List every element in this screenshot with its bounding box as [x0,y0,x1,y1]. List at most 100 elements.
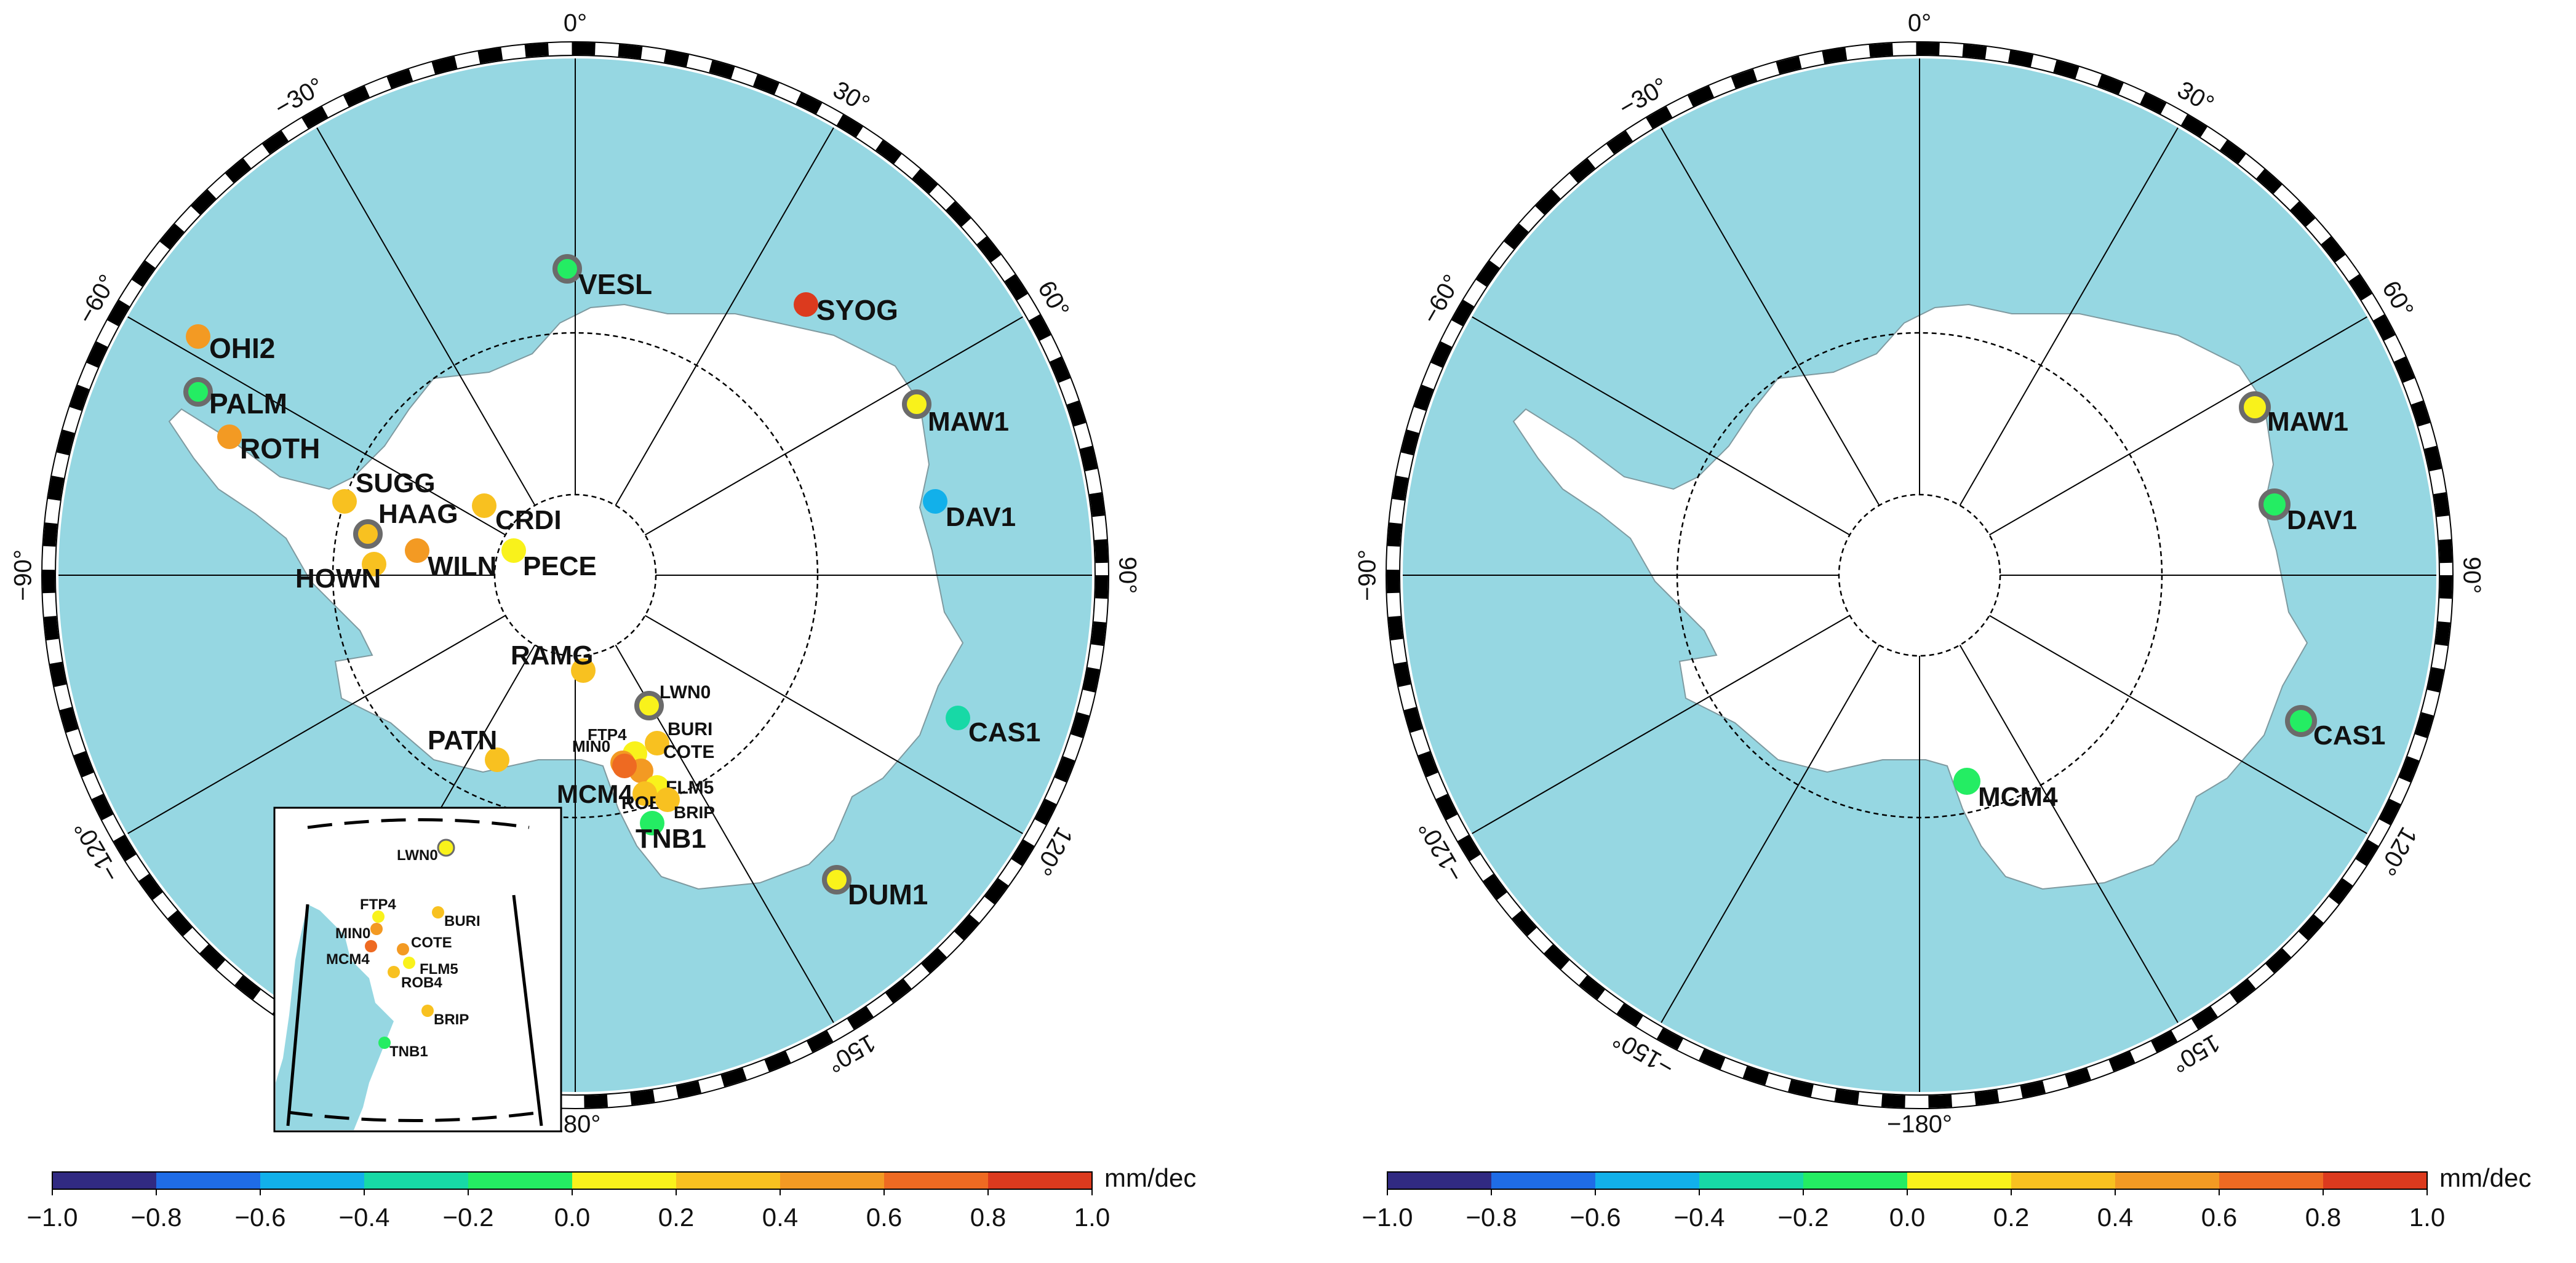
longitude-label: −180° [1887,1111,1952,1138]
colorbar-segment [884,1172,988,1189]
longitude-label: 120° [2373,823,2422,880]
inset-station-flm5: FLM5 [403,957,458,978]
meridian-line [1959,644,2179,1023]
inset-station-cote: COTE [397,934,452,955]
meridian-line [1661,127,1880,506]
station-dav1: DAV1 [923,489,1016,532]
station-label: MIN0 [572,737,610,755]
inset-station-marker [421,1005,434,1017]
station-buri: BURI [645,719,712,755]
inset-sector-left-edge [286,904,309,1126]
inset-ocean [276,904,560,1130]
inset-station-marker [372,910,385,923]
station-marker [552,254,582,284]
meridian-line [1661,644,1880,1023]
inset-station-label: FLM5 [420,961,458,978]
inset-station-ftp4: FTP4 [360,896,396,923]
left-colorbar: −1.0 −0.8 −0.6 −0.4 −0.2 0.0 0.2 0.4 0.6 0.8 1.0 mm… [27,1163,1197,1232]
colorbar-segment [988,1172,1092,1189]
colorbar-tick-label: −0.4 [1674,1203,1725,1232]
station-label: VESL [578,268,652,300]
colorbar-segment [1907,1172,2011,1189]
right-colorbar: −1.0 −0.8 −0.6 −0.4 −0.2 0.0 0.2 0.4 0.6 0.8 1.0 mm… [1362,1163,2532,1232]
station-ohi2: OHI2 [186,324,275,364]
inset-station-marker [388,966,400,978]
longitude-label: −90° [10,549,37,601]
inset-sector-top-arc [307,818,530,829]
inset-station-lwn0: LWN0 [397,839,455,864]
station-label: WILN [428,551,496,581]
station-label: OHI2 [209,332,275,364]
colorbar-segment [52,1172,156,1189]
inset-station-label: MIN0 [335,925,370,942]
station-label: MAW1 [928,407,1009,437]
station-label: DUM1 [848,879,928,910]
colorbar-segment [2011,1172,2115,1189]
right-graticule [1403,58,2436,1092]
station-marker [612,754,637,778]
colorbar-tick-label: −0.6 [1570,1203,1621,1232]
inset-station-label: TNB1 [389,1043,428,1060]
station-hown: HOWN [295,552,386,594]
station-palm: PALM [183,377,287,420]
colorbar-segment [468,1172,572,1189]
station-label: DAV1 [946,502,1016,532]
station-marker [183,377,213,407]
station-marker [640,811,664,835]
station-cas1: CAS1 [946,706,1040,747]
inset-station-marker [365,940,377,952]
colorbar-segment [364,1172,468,1189]
longitude-label: 150° [823,1029,880,1077]
inset-station-label: ROB4 [401,974,442,991]
longitude-label: 0° [564,10,587,37]
station-sugg: SUGG [332,468,436,514]
station-marker [362,552,386,576]
meridian-line [644,615,1023,834]
colorbar-segment [1491,1172,1595,1189]
colorbar-tick-label: 0.6 [2201,1203,2237,1232]
station-label: SYOG [816,294,898,326]
station-ftp4: FTP4 [588,725,647,766]
station-maw1: MAW1 [902,389,1009,437]
longitude-label: −90° [1354,549,1381,601]
longitude-label: 30° [829,76,874,118]
inset-sector-right-edge [512,894,543,1126]
inset-station-label: BRIP [434,1011,469,1028]
station-marker [632,781,657,806]
station-marker [501,538,526,563]
colorbar-tick-label: 0.8 [970,1203,1006,1232]
station-marker [822,865,851,894]
station-ramg: RAMG [511,640,596,683]
station-marker [794,292,818,317]
station-label: DAV1 [2287,505,2357,535]
left-polar-map: 0°30°60°90°120°150°180°−30°−60°−90°−120°… [10,10,1141,1138]
meridian-line [127,615,506,834]
inset-station-label: MCM4 [326,951,370,968]
colorbar-tick-label: 0.4 [2097,1203,2133,1232]
station-dav1: DAV1 [2259,488,2357,535]
station-label: RAMG [511,640,593,671]
right-stations: MAW1 DAV1 CAS1 MCM4 [1953,391,2385,812]
inset-station-marker [403,957,415,969]
station-label: LWN0 [660,682,711,703]
station-marker [217,424,242,449]
station-label: SUGG [356,468,436,498]
station-label: BURI [668,719,712,739]
colorbar-tick-label: −0.4 [339,1203,390,1232]
colorbar-segment [1803,1172,1907,1189]
colorbar-segment [780,1172,884,1189]
colorbar-segment [1595,1172,1699,1189]
colorbar-segment [156,1172,260,1189]
right-polar-map: 0°30°60°90°120°150°−180°−30°−60°−90°−120… [1354,10,2486,1138]
station-label: CAS1 [2313,720,2385,751]
inset-station-label: COTE [411,934,452,951]
station-mcm4: MCM4 [557,754,637,808]
inset-station-marker [437,839,455,857]
colorbar-tick-label: 0.0 [554,1203,590,1232]
longitude-label: 30° [2173,76,2219,118]
longitude-label: −120° [1413,816,1469,886]
colorbar-tick-label: 0.6 [866,1203,902,1232]
